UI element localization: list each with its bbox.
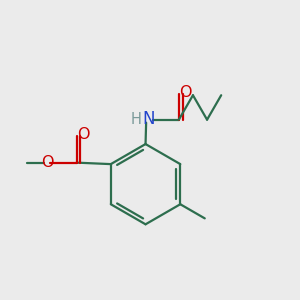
Text: O: O [179, 85, 192, 100]
Text: N: N [143, 110, 155, 128]
Text: H: H [131, 112, 142, 127]
Text: O: O [40, 154, 53, 169]
Text: O: O [77, 127, 89, 142]
